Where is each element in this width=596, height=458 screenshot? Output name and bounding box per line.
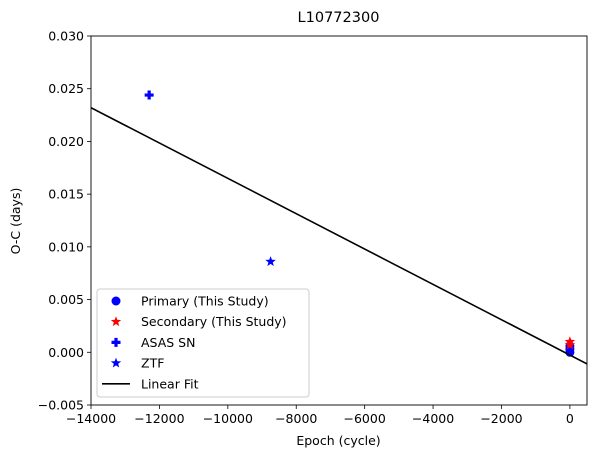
x-tick-label: −8000 xyxy=(275,411,317,426)
data-point-secondary-this-study xyxy=(564,339,576,350)
legend-marker xyxy=(110,316,122,327)
y-tick-label: 0.015 xyxy=(48,187,84,202)
legend-marker xyxy=(110,357,122,368)
data-point-asas-sn xyxy=(144,90,154,100)
x-tick-label: −10000 xyxy=(203,411,253,426)
legend: Primary (This Study) Secondary (This Stud… xyxy=(96,288,310,398)
series-group xyxy=(91,90,587,365)
data-point-ztf xyxy=(265,256,276,267)
legend-marker xyxy=(111,296,121,306)
y-tick-label: 0.020 xyxy=(48,134,84,149)
legend-label: Linear Fit xyxy=(141,376,199,391)
chart-title: L10772300 xyxy=(298,10,380,26)
x-tick-label: −14000 xyxy=(66,411,116,426)
legend-label: Primary (This Study) xyxy=(141,294,269,309)
x-tick-label: 0 xyxy=(566,411,574,426)
y-tick-label: 0.025 xyxy=(48,81,84,96)
legend-box xyxy=(96,288,310,398)
series-line-linear-fit xyxy=(91,106,587,365)
y-axis-label: O-C (days) xyxy=(8,188,23,255)
x-axis-label: Epoch (cycle) xyxy=(296,433,380,448)
legend-label: ASAS SN xyxy=(141,335,195,350)
legend-label: Secondary (This Study) xyxy=(141,314,287,329)
x-tick-label: −6000 xyxy=(344,411,386,426)
x-tick-label: −12000 xyxy=(134,411,184,426)
x-tick-label: −2000 xyxy=(480,411,522,426)
y-tick-label: 0.000 xyxy=(48,345,84,360)
y-tick-label: 0.005 xyxy=(48,292,84,307)
plot-frame xyxy=(90,35,588,406)
y-tick-label: 0.030 xyxy=(48,29,84,44)
plot-area: −14000 −12000 −10000 −8000 −6000 −4000 −2000 0 −… xyxy=(38,29,588,426)
y-tick-label: 0.010 xyxy=(48,239,84,254)
y-tick-label: −0.005 xyxy=(38,398,84,413)
legend-marker xyxy=(111,337,121,347)
x-tick-label: −4000 xyxy=(412,411,454,426)
legend-label: ZTF xyxy=(141,356,164,371)
